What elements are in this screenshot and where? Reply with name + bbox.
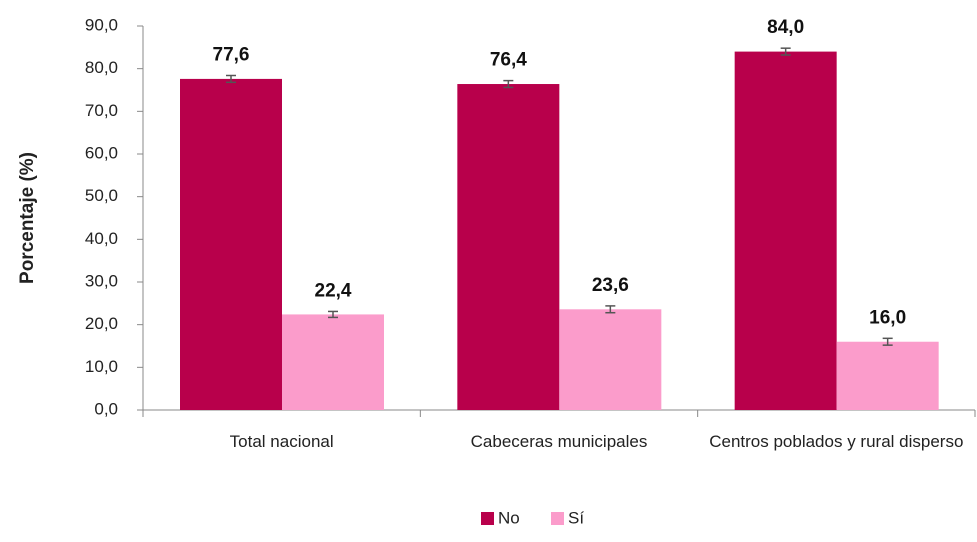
bar: [457, 84, 560, 410]
x-tick-label-box: Cabeceras municipales: [470, 432, 648, 451]
y-tick-label: 60,0: [85, 143, 118, 162]
legend-label: No: [498, 508, 520, 527]
y-tick-label: 10,0: [85, 357, 118, 376]
y-tick-label: 80,0: [85, 58, 118, 77]
bar: [836, 341, 939, 410]
value-label: 22,4: [315, 280, 352, 301]
error-bar: [780, 47, 791, 56]
legend-swatch: [481, 512, 494, 525]
y-axis-title: Porcentaje (%): [17, 152, 38, 284]
bar: [734, 51, 837, 410]
y-tick-label: 90,0: [85, 15, 118, 34]
error-bar: [328, 310, 338, 319]
legend-swatch: [551, 512, 564, 525]
y-tick-label: 70,0: [85, 101, 118, 120]
value-label: 84,0: [767, 17, 804, 38]
x-tick-label-box: Total nacional: [229, 432, 334, 451]
legend-label: Sí: [568, 508, 584, 527]
value-label: 76,4: [490, 50, 527, 71]
y-tick-label: 30,0: [85, 271, 118, 290]
x-tick-label-box: Centros poblados y rural disperso: [709, 432, 964, 451]
error-bar: [882, 337, 893, 346]
x-tick-label: Total nacional: [229, 432, 334, 451]
y-tick-label: 0,0: [94, 399, 118, 418]
y-tick-label: 40,0: [85, 229, 118, 248]
error-bar: [605, 305, 616, 314]
y-tick-label: 50,0: [85, 186, 118, 205]
bar: [180, 78, 282, 410]
x-tick-label: Cabeceras municipales: [470, 432, 648, 451]
x-tick-label: Centros poblados y rural disperso: [709, 432, 964, 451]
error-bar: [226, 74, 236, 84]
error-bar: [503, 79, 514, 89]
value-label: 77,6: [213, 45, 250, 66]
y-tick-label: 20,0: [85, 314, 118, 333]
bar: [282, 314, 384, 410]
value-label: 23,6: [592, 275, 629, 296]
value-label: 16,0: [869, 307, 906, 328]
bar: [559, 309, 662, 410]
